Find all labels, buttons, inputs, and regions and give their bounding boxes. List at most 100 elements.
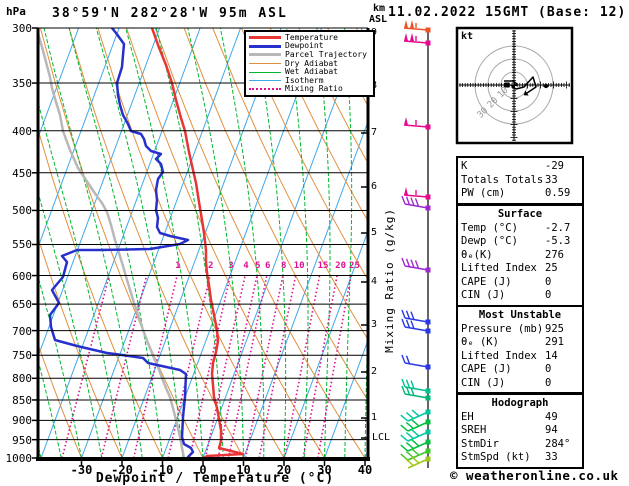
table-row-value: 925 (545, 322, 564, 335)
table-row-label: SREH (461, 424, 487, 436)
mixing-ratio-value-label: 15 (317, 261, 329, 271)
legend-swatch (249, 63, 281, 64)
stats-table: Most Unstable Pressure (mb) 925 θₑ (K) 291 Li… (456, 305, 584, 394)
isotherm-line (243, 124, 367, 458)
wet-adiabat-line (39, 105, 123, 458)
wind-barb (401, 318, 431, 334)
table-row-label: CIN (J) (461, 376, 506, 389)
table-row-label: CAPE (J) (461, 363, 512, 375)
table-header: Most Unstable (478, 309, 562, 321)
mixing-ratio-value-label: 1 (175, 261, 181, 271)
mixing-ratio-value-label: 3 (228, 261, 234, 271)
legend-item: Mixing Ratio (249, 85, 373, 93)
table-row-value: 291 (545, 336, 564, 348)
table-row: StmDir 284° (461, 438, 579, 452)
pressure-tick-label: 400 (12, 124, 32, 138)
table-header: Surface (497, 208, 543, 220)
legend: Temperature Dewpoint Parcel Trajectory Dry … (244, 30, 375, 97)
mixing-ratio-line (217, 275, 258, 458)
wind-barb (403, 20, 431, 33)
wind-barb (405, 456, 431, 469)
table-row: CIN (J) 0 (461, 377, 579, 391)
mixing-ratio-axis-label: Mixing Ratio (g/kg) (383, 208, 396, 353)
table-row: CIN (J) 0 (461, 289, 579, 303)
pressure-tick-label: 850 (12, 393, 32, 407)
temperature-curve (150, 28, 245, 458)
table-row-label: StmDir (461, 437, 499, 450)
legend-swatch (249, 71, 281, 73)
table-row-value: -5.3 (545, 235, 571, 247)
wind-barb (403, 117, 431, 130)
mixing-ratio-value-label: 6 (264, 261, 271, 271)
isotherm-line (324, 343, 367, 458)
km-tick-label: 6 (371, 181, 378, 192)
table-row-label: θₑ (K) (461, 336, 499, 348)
stats-table: K -29 Totals Totals 33 PW (cm) 0.59 (456, 156, 584, 205)
legend-swatch (249, 44, 281, 48)
mixing-ratio-line (188, 275, 232, 458)
table-row-label: Totals Totals (461, 173, 544, 186)
table-row-value: 33 (545, 451, 558, 463)
table-row: θₑ(K) 276 (461, 249, 579, 263)
table-row: K -29 (461, 160, 579, 174)
temperature-tick-label: 30 (317, 463, 332, 477)
km-axis-label: km (373, 3, 386, 14)
legend-swatch (249, 88, 281, 91)
mixing-ratio-line (167, 275, 211, 458)
wind-barb (403, 187, 431, 200)
table-row: Lifted Index 25 (461, 262, 579, 276)
table-row-value: 0 (545, 376, 552, 389)
km-tick-label: 2 (371, 366, 378, 377)
hodograph-trace-arrow (523, 90, 529, 96)
table-row-label: Dewp (°C) (461, 235, 518, 247)
table-row-label: Lifted Index (461, 349, 537, 362)
wind-barb (400, 409, 431, 422)
km-tick-label: 4 (371, 276, 378, 287)
wet-adiabat-line (125, 28, 204, 458)
table-row: CAPE (J) 0 (461, 363, 579, 377)
mixing-ratio-line (61, 275, 110, 458)
temperature-tick-label: 20 (276, 463, 292, 477)
hodograph-storm-marker (543, 83, 549, 89)
isotherm-line (39, 28, 80, 136)
table-row-label: PW (cm) (461, 187, 506, 199)
table-row-value: -29 (545, 160, 564, 172)
table-row: Temp (°C) -2.7 (461, 222, 579, 236)
copyright: © weatheronline.co.uk (450, 468, 619, 483)
legend-item: Dry Adiabat (249, 59, 373, 68)
table-row: Lifted Index 14 (461, 350, 579, 364)
wind-barb (401, 309, 431, 325)
hodograph-origin-marker (504, 82, 510, 88)
chart-datetime: 11.02.2022 15GMT (Base: 12) (388, 5, 627, 20)
stats-table: Surface Temp (°C) -2.7 Dewp (°C) -5.3 θₑ(K) 27… (456, 204, 584, 307)
table-row: EH 49 (461, 411, 579, 425)
mixing-ratio-value-label: 4 (243, 261, 249, 271)
table-row: StmSpd (kt) 33 (461, 451, 579, 465)
table-row-label: Temp (°C) (461, 221, 518, 234)
wet-adiabat-line (39, 364, 62, 458)
legend-label: Isotherm (285, 75, 324, 85)
table-row-value: 0 (545, 289, 552, 301)
table-row-label: Lifted Index (461, 262, 537, 274)
wind-barb (401, 385, 431, 401)
table-row: SREH 94 (461, 424, 579, 438)
dry-adiabat-line (39, 132, 163, 458)
wind-barb (400, 419, 431, 432)
table-row: Dewp (°C) -5.3 (461, 235, 579, 249)
temperature-tick-label: 0 (199, 463, 207, 477)
table-row-value: -2.7 (545, 221, 571, 234)
wet-adiabat-line (155, 28, 224, 458)
wet-adiabat-line (187, 28, 244, 458)
dry-adiabat-line (241, 28, 367, 279)
pressure-tick-label: 750 (12, 349, 32, 363)
wet-adiabat-line (364, 356, 367, 458)
pressure-tick-label: 700 (12, 324, 32, 338)
pressure-tick-label: 350 (12, 77, 32, 91)
legend-label: Dewpoint (285, 41, 324, 51)
x-axis-title: Dewpoint / Temperature (°C) (95, 471, 335, 486)
table-row-value: 0 (545, 363, 552, 375)
pressure-tick-label: 500 (12, 204, 32, 218)
table-row-label: CIN (J) (461, 289, 506, 301)
isotherm-line (162, 28, 323, 458)
